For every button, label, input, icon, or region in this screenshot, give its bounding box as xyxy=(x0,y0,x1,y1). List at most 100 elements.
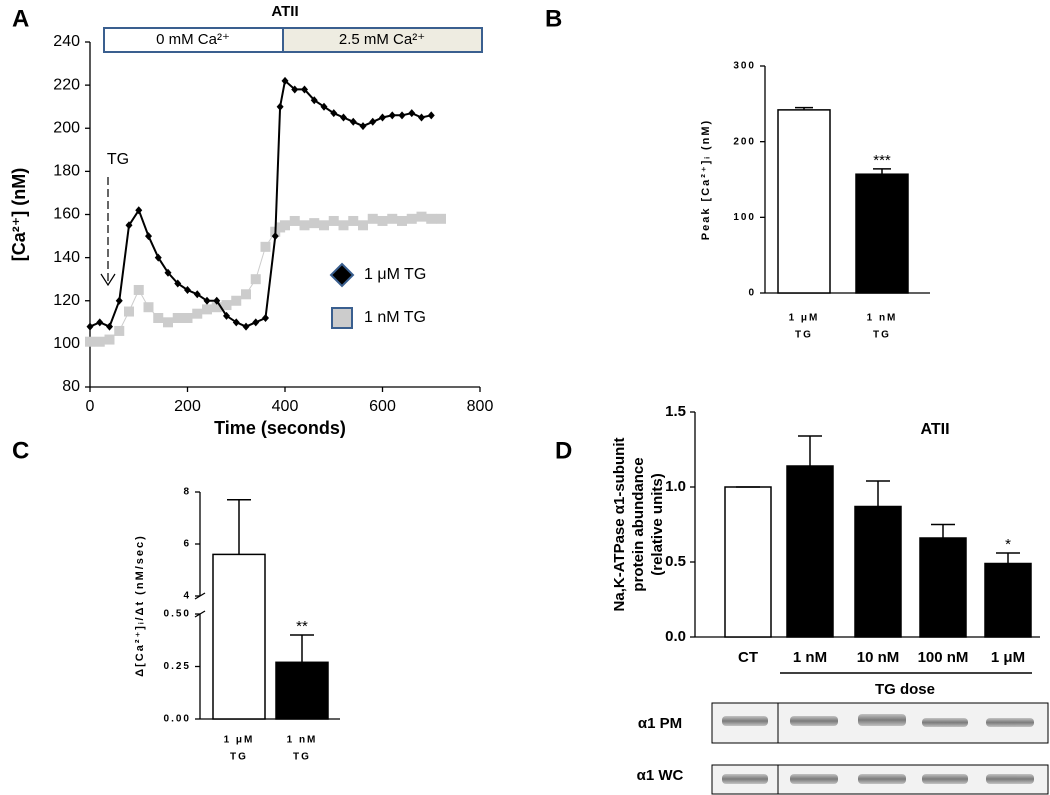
data-point xyxy=(115,296,123,305)
data-point xyxy=(359,122,367,131)
data-point xyxy=(349,117,357,126)
panel-letter: A xyxy=(12,5,29,32)
x-axis-label: Time (seconds) xyxy=(214,418,346,438)
x-tick-label: TG xyxy=(795,330,813,341)
data-point xyxy=(154,253,162,262)
y-tick-label: 8 xyxy=(183,487,191,498)
legend-label: 1 μM TG xyxy=(364,266,426,283)
data-point xyxy=(271,232,279,241)
y-tick-label: 6 xyxy=(183,539,191,550)
y-tick-label: 0.00 xyxy=(164,714,191,725)
data-point xyxy=(124,306,134,317)
data-point xyxy=(104,334,115,345)
data-point xyxy=(358,220,368,231)
y-tick-label: 0.0 xyxy=(665,628,686,645)
data-point xyxy=(436,213,446,224)
data-point xyxy=(348,215,359,226)
y-tick-label: 160 xyxy=(53,206,80,223)
y-tick-label: 0.5 xyxy=(665,553,686,570)
legend-swatch xyxy=(329,262,355,288)
data-point xyxy=(328,215,339,226)
annotation-arrowhead xyxy=(100,273,116,287)
x-tick-label: 400 xyxy=(272,398,299,415)
y-tick-label: 180 xyxy=(53,163,80,180)
data-point xyxy=(85,336,95,347)
data-point xyxy=(377,215,388,226)
data-point xyxy=(203,296,211,305)
data-point xyxy=(398,111,406,120)
axis-break xyxy=(194,610,206,618)
x-tick-label: 1 μM xyxy=(991,649,1025,666)
annotation: TG xyxy=(107,151,129,168)
data-point xyxy=(172,313,183,323)
y-axis-label: protein abundance xyxy=(630,457,647,591)
y-tick-label: 100 xyxy=(733,212,756,223)
y-tick-label: 0.25 xyxy=(164,661,191,672)
data-point xyxy=(250,274,261,285)
data-point xyxy=(241,289,251,300)
data-point xyxy=(338,220,349,231)
data-point xyxy=(133,284,144,295)
condition-label: 0 mM Ca²⁺ xyxy=(156,31,230,48)
data-point xyxy=(262,314,269,322)
data-point xyxy=(145,232,152,241)
data-point xyxy=(232,318,240,327)
data-point xyxy=(369,117,377,126)
y-tick-label: 4 xyxy=(183,591,191,602)
x-tick-label: 1 nM xyxy=(867,313,898,324)
data-point xyxy=(182,313,193,323)
y-axis-label: Δ[Ca²⁺]ᵢ/Δt (nM/sec) xyxy=(134,534,146,677)
panel-letter: D xyxy=(555,437,572,464)
data-point xyxy=(291,85,299,94)
x-tick-label: TG xyxy=(873,330,891,341)
x-tick-label: TG xyxy=(293,752,311,763)
data-point xyxy=(280,220,290,231)
x-tick-label: 200 xyxy=(174,398,201,415)
bar xyxy=(855,173,909,294)
data-point xyxy=(276,102,284,111)
data-point xyxy=(252,318,260,327)
data-point xyxy=(330,109,338,118)
y-axis-label: Na,K-ATPase α1-subunit xyxy=(611,438,628,612)
data-point xyxy=(281,76,289,85)
data-point xyxy=(106,322,113,331)
data-point xyxy=(143,302,154,313)
chart-title: ATII xyxy=(920,421,949,438)
data-point xyxy=(426,213,437,224)
y-tick-label: 120 xyxy=(53,292,80,309)
data-point xyxy=(387,213,398,224)
y-axis-label: Peak [Ca²⁺]ᵢ (nM) xyxy=(700,119,712,240)
condition-box xyxy=(282,27,483,53)
data-point xyxy=(135,206,143,215)
data-point xyxy=(388,111,396,120)
bar xyxy=(919,537,967,638)
data-point xyxy=(221,300,232,311)
data-point xyxy=(231,295,242,306)
bar xyxy=(212,553,266,720)
y-tick-label: 220 xyxy=(53,76,80,93)
y-tick-label: 240 xyxy=(53,33,80,50)
legend-label: 1 nM TG xyxy=(364,309,426,326)
data-point xyxy=(299,220,310,231)
data-point xyxy=(86,322,94,331)
data-point xyxy=(418,113,425,122)
data-point xyxy=(192,308,203,319)
data-point xyxy=(153,313,164,323)
x-tick-label: 100 nM xyxy=(918,649,969,666)
blot-bands xyxy=(722,714,1034,784)
y-tick-label: 80 xyxy=(62,378,80,395)
data-point xyxy=(319,220,329,231)
x-tick-label: 600 xyxy=(369,398,396,415)
y-tick-label: 0 xyxy=(748,288,756,299)
data-point xyxy=(202,304,212,315)
x-tick-label: 0 xyxy=(86,398,95,415)
data-point xyxy=(193,290,201,299)
x-tick-label: CT xyxy=(738,649,758,666)
significance-label: *** xyxy=(873,152,891,169)
x-tick-label: 1 μM xyxy=(789,313,820,324)
data-point xyxy=(340,113,347,122)
data-point xyxy=(125,221,133,230)
data-point xyxy=(223,311,230,320)
x-tick-label: 1 nM xyxy=(793,649,827,666)
